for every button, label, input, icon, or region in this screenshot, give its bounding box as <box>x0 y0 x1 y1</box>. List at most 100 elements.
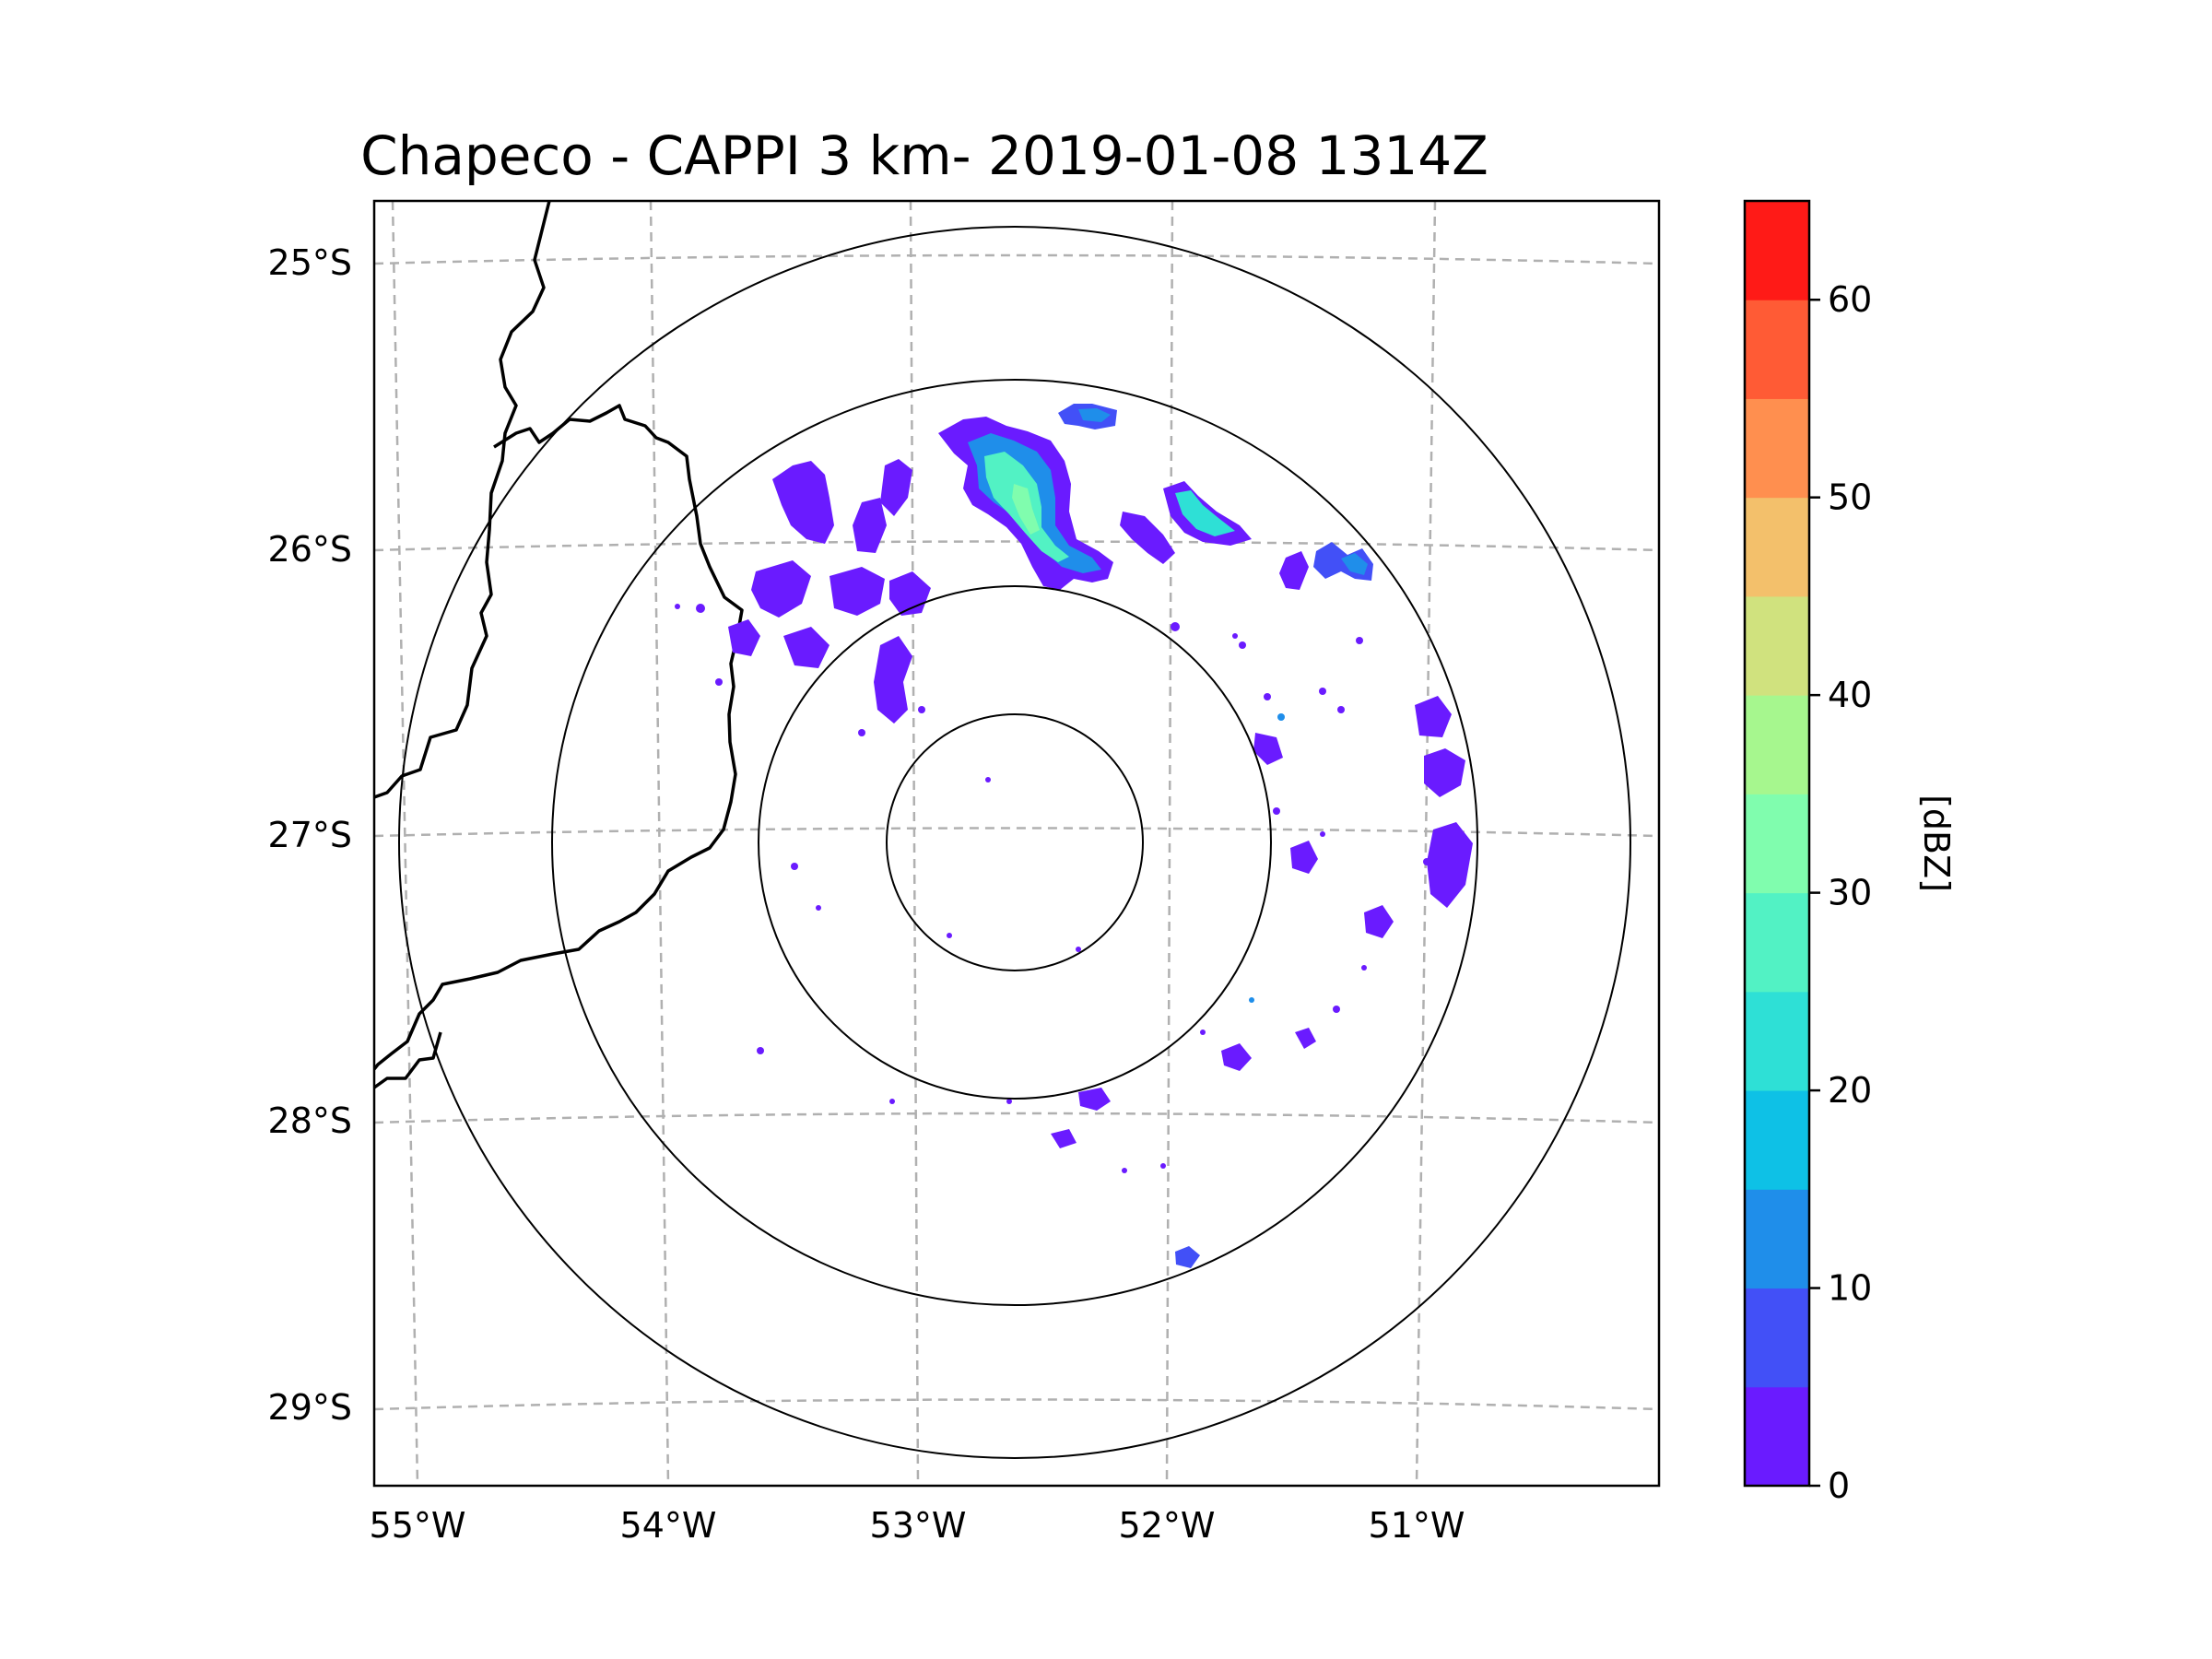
echo-dot <box>1249 997 1254 1003</box>
colorbar-tick-label: 30 <box>1828 873 1872 913</box>
colorbar-tick-label: 50 <box>1828 477 1872 518</box>
colorbar-tick-label: 10 <box>1828 1268 1872 1309</box>
echo-dot <box>1200 1030 1206 1035</box>
colorbar-frame <box>1743 199 1811 1488</box>
lat-label-25s: 25°S <box>268 242 352 283</box>
colorbar-level-9 <box>1745 497 1809 597</box>
echo-east-band-4 <box>1253 733 1283 765</box>
echo-dot <box>1171 622 1180 631</box>
echo-dot <box>1277 713 1285 721</box>
echo-east-cell-core <box>1175 490 1235 536</box>
echo-dot <box>1356 637 1363 644</box>
colorbar-level-1 <box>1745 1288 1809 1388</box>
meridian-54w <box>649 201 670 1486</box>
echo-dot <box>918 706 925 713</box>
echo-dot <box>1319 688 1326 695</box>
graticule <box>374 201 1659 1486</box>
border-lines <box>374 201 744 1089</box>
meridian-52w <box>1165 201 1174 1486</box>
colorbar-label: [dBZ] <box>1916 794 1957 892</box>
echo-nw-cluster-3 <box>853 498 887 553</box>
lat-label-26s: 26°S <box>268 529 352 570</box>
country-border-west <box>374 201 551 799</box>
echo-dot <box>1232 633 1238 639</box>
lat-label-28s: 28°S <box>268 1100 352 1141</box>
colorbar-level-11 <box>1745 300 1809 399</box>
echo-dot <box>1320 831 1325 837</box>
echo-dot <box>757 1047 764 1054</box>
echo-south-1 <box>1078 1088 1111 1111</box>
meridian-55w <box>391 201 419 1486</box>
lon-label-55w: 55°W <box>370 1505 466 1546</box>
range-ring-100km <box>758 585 1272 1100</box>
echo-dot <box>715 678 723 686</box>
echo-dot <box>1076 947 1081 952</box>
colorbar-level-5 <box>1745 892 1809 993</box>
map-frame <box>372 199 1661 1488</box>
colorbar-ticks: 0 10 20 30 40 50 60 <box>1809 279 1872 1506</box>
echo-east-band-3 <box>1415 696 1452 737</box>
echo-east-band-2 <box>1427 822 1473 908</box>
echo-dot <box>1160 1163 1166 1169</box>
parallel-25s <box>374 253 1659 265</box>
echo-nw-cluster-1 <box>772 461 834 544</box>
lon-label-53w: 53°W <box>870 1505 967 1546</box>
echo-east-band-1 <box>1424 748 1465 797</box>
echo-dot <box>1361 965 1367 971</box>
echo-nw-cluster-7 <box>728 619 760 656</box>
echo-dot <box>889 1099 895 1104</box>
echo-nw-cluster-2 <box>880 459 912 516</box>
colorbar-tick-label: 20 <box>1828 1070 1872 1111</box>
radar-echoes <box>675 404 1473 1268</box>
echo-dot <box>947 933 952 938</box>
echo-far-east-cell-core <box>1341 553 1368 575</box>
echo-nw-cluster-5 <box>830 567 885 616</box>
echo-dot <box>1333 1006 1340 1013</box>
echo-dot <box>1006 1099 1012 1104</box>
parallel-27s <box>374 827 1659 838</box>
echo-dot <box>675 604 680 609</box>
range-ring-50km <box>886 713 1144 971</box>
echo-dot <box>791 863 798 870</box>
parallel-29s <box>374 1398 1659 1411</box>
colorbar-level-0 <box>1745 1386 1809 1487</box>
parallel-28s <box>374 1112 1659 1124</box>
meridian-53w <box>909 201 920 1486</box>
state-border-sc <box>374 404 744 1071</box>
echo-dot <box>816 905 821 911</box>
colorbar-level-2 <box>1745 1189 1809 1289</box>
echo-main-cell-peak <box>1012 484 1040 535</box>
echo-dot <box>1239 641 1246 649</box>
echo-nw-cluster-4 <box>751 560 811 618</box>
colorbar-level-3 <box>1745 1090 1809 1190</box>
colorbar-segments <box>1745 201 1809 1487</box>
echo-dot <box>985 777 991 782</box>
colorbar-level-4 <box>1745 991 1809 1091</box>
range-ring-200km <box>398 226 1631 1459</box>
echo-dot <box>1122 1168 1127 1173</box>
lon-label-51w: 51°W <box>1369 1505 1465 1546</box>
parallel-26s <box>374 540 1659 552</box>
range-rings <box>398 226 1631 1459</box>
echo-top-cell-core <box>1078 408 1111 422</box>
colorbar-level-12 <box>1745 201 1809 300</box>
echo-east-band-6 <box>1290 841 1318 874</box>
colorbar-level-8 <box>1745 595 1809 696</box>
colorbar-tick-label: 60 <box>1828 279 1872 320</box>
echo-dot <box>1264 693 1271 700</box>
echo-dot <box>1337 706 1345 713</box>
echo-south-5 <box>1295 1028 1316 1049</box>
range-ring-150km <box>551 379 1478 1306</box>
echo-far-east-small <box>1279 551 1309 590</box>
colorbar: 0 10 20 30 40 50 60 [dBZ] <box>1743 199 1957 1506</box>
colorbar-level-7 <box>1745 695 1809 794</box>
echo-south-3 <box>1051 1129 1077 1148</box>
lat-label-27s: 27°S <box>268 815 352 855</box>
colorbar-tick-label: 0 <box>1828 1465 1850 1506</box>
lon-label-52w: 52°W <box>1119 1505 1216 1546</box>
echo-south-4 <box>1175 1246 1200 1268</box>
echo-dot <box>1423 858 1430 865</box>
echo-mid-east-strip <box>1120 512 1175 564</box>
meridian-51w <box>1415 201 1437 1486</box>
